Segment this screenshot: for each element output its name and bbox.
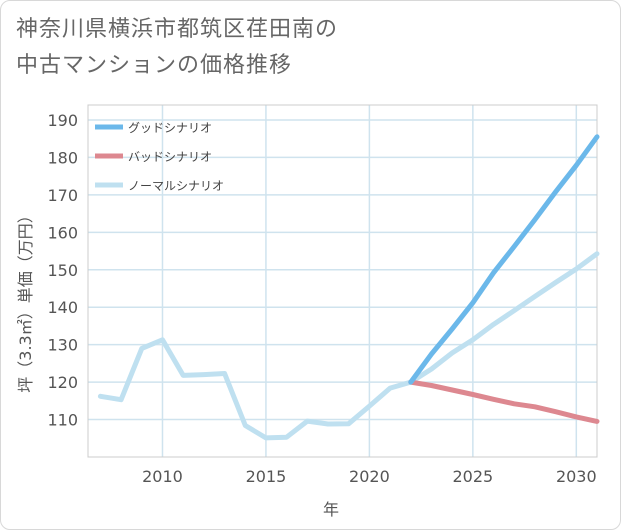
y-tick-label: 150 [47,261,78,280]
y-tick-label: 140 [47,298,78,317]
y-tick-label: 130 [47,336,78,355]
grid-lines [88,105,597,457]
chart-title: 神奈川県横浜市都筑区荏田南の 中古マンションの価格推移 [16,12,536,84]
x-tick-label: 2030 [556,467,597,486]
chart-title-line2: 中古マンションの価格推移 [16,53,293,78]
series-line-2 [97,251,600,441]
y-tick-label: 170 [47,186,78,205]
series-line-0 [408,134,600,385]
legend-label: バッドシナリオ [128,150,212,164]
chart-title-line1: 神奈川県横浜市都筑区荏田南の [16,17,339,42]
legend-label: ノーマルシナリオ [128,179,224,193]
x-axis-title: 年 [323,500,339,519]
legend-label: グッドシナリオ [128,121,212,135]
x-tick-label: 2025 [452,467,493,486]
y-tick-label: 190 [47,111,78,130]
y-tick-label: 160 [47,223,78,242]
series-lines [97,134,600,441]
y-tick-label: 180 [47,148,78,167]
plot-area-border [87,104,598,458]
x-tick-label: 2020 [349,467,390,486]
y-tick-label: 120 [47,373,78,392]
x-tick-label: 2010 [142,467,183,486]
series-line-1 [408,379,600,424]
axis-ticks: 2010 2015 2020 2025 2030 110 120 130 140 150 160 17… [47,111,596,486]
x-tick-label: 2015 [246,467,287,486]
y-axis-title: 坪（3.3㎡）単価（万円） [16,207,35,392]
y-tick-label: 110 [47,411,78,430]
